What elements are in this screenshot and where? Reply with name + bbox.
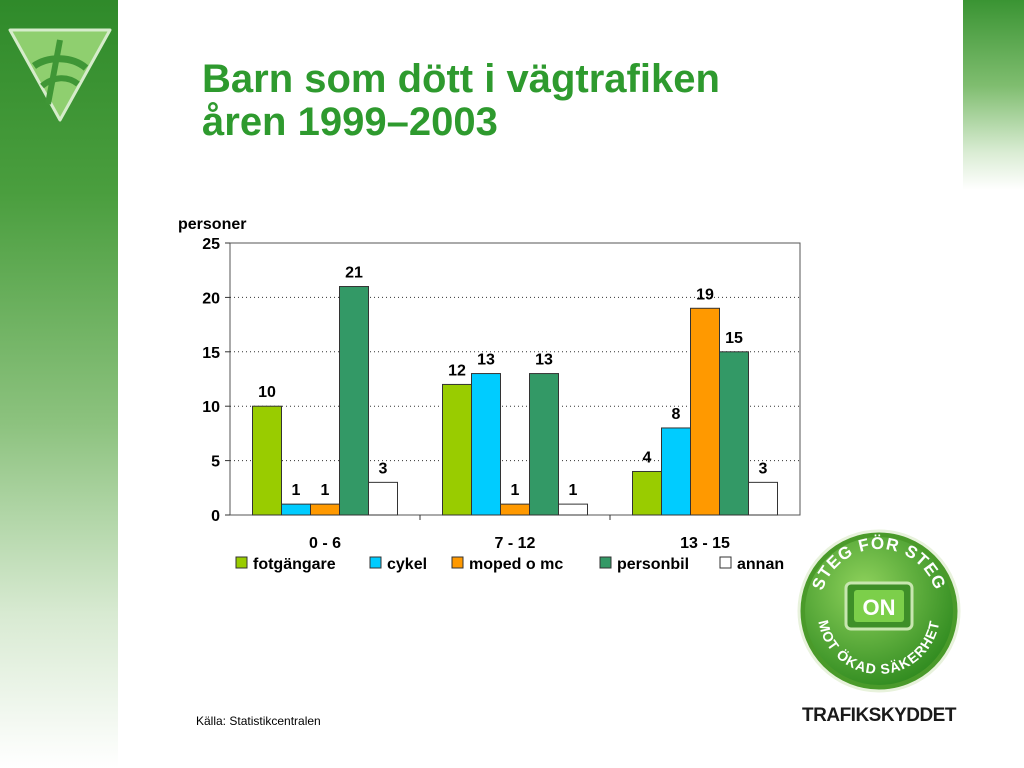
bar <box>368 481 398 516</box>
bar <box>529 373 559 516</box>
bar <box>632 470 662 516</box>
data-label: 3 <box>379 460 388 477</box>
steg-for-steg-badge: STEG FÖR STEG MOT ÖKAD SÄKERHET ON TRAFI… <box>797 529 961 726</box>
y-tick-label: 0 <box>211 508 220 525</box>
y-tick-label: 15 <box>202 345 220 362</box>
data-label: 1 <box>569 482 578 499</box>
y-tick-label: 20 <box>202 290 220 307</box>
legend-label: cykel <box>387 556 427 573</box>
page-title: Barn som dött i vägtrafiken åren 1999–20… <box>202 58 720 144</box>
bar <box>719 351 749 516</box>
legend-swatch <box>599 556 612 569</box>
badge-org-name: TRAFIKSKYDDET <box>802 705 957 726</box>
data-label: 21 <box>345 265 363 282</box>
y-tick-label: 5 <box>211 454 220 471</box>
data-label: 8 <box>672 406 681 423</box>
data-label: 10 <box>258 384 276 401</box>
data-label: 19 <box>696 286 714 303</box>
legend-swatch <box>719 556 732 569</box>
y-tick-label: 10 <box>202 399 220 416</box>
legend-label: fotgängare <box>253 556 336 573</box>
data-label: 3 <box>759 460 768 477</box>
bar <box>281 503 311 516</box>
left-gradient-band <box>0 0 118 768</box>
data-label: 12 <box>448 362 466 379</box>
x-tick-label: 13 - 15 <box>680 535 730 552</box>
title-line-1: Barn som dött i vägtrafiken <box>202 57 720 101</box>
bar <box>339 286 369 516</box>
data-label: 13 <box>477 352 495 369</box>
data-label: 1 <box>511 482 520 499</box>
x-tick-label: 7 - 12 <box>495 535 536 552</box>
badge-center-text: ON <box>863 595 896 620</box>
legend-swatch <box>451 556 464 569</box>
bar <box>661 427 691 516</box>
legend-swatch <box>235 556 248 569</box>
y-axis-label: personer <box>178 216 246 233</box>
y-tick-label: 25 <box>202 236 220 253</box>
legend-label: personbil <box>617 556 689 573</box>
data-label: 15 <box>725 330 743 347</box>
bar <box>471 373 501 516</box>
trafikskyddet-v-logo-icon <box>8 28 112 122</box>
title-line-2: åren 1999–2003 <box>202 100 498 144</box>
legend-swatch <box>369 556 382 569</box>
data-label: 1 <box>321 482 330 499</box>
bar <box>310 503 340 516</box>
data-label: 13 <box>535 352 553 369</box>
bar <box>558 503 588 516</box>
legend-label: moped o mc <box>469 556 563 573</box>
bar <box>500 503 530 516</box>
legend-label: annan <box>737 556 784 573</box>
data-label: 4 <box>643 449 652 466</box>
bar <box>252 405 282 516</box>
data-label: 1 <box>292 482 301 499</box>
right-gradient-band <box>963 0 1024 190</box>
bar <box>442 383 472 516</box>
bar <box>748 481 778 516</box>
source-note: Källa: Statistikcentralen <box>196 714 321 728</box>
bar <box>690 307 720 516</box>
x-tick-label: 0 - 6 <box>309 535 341 552</box>
